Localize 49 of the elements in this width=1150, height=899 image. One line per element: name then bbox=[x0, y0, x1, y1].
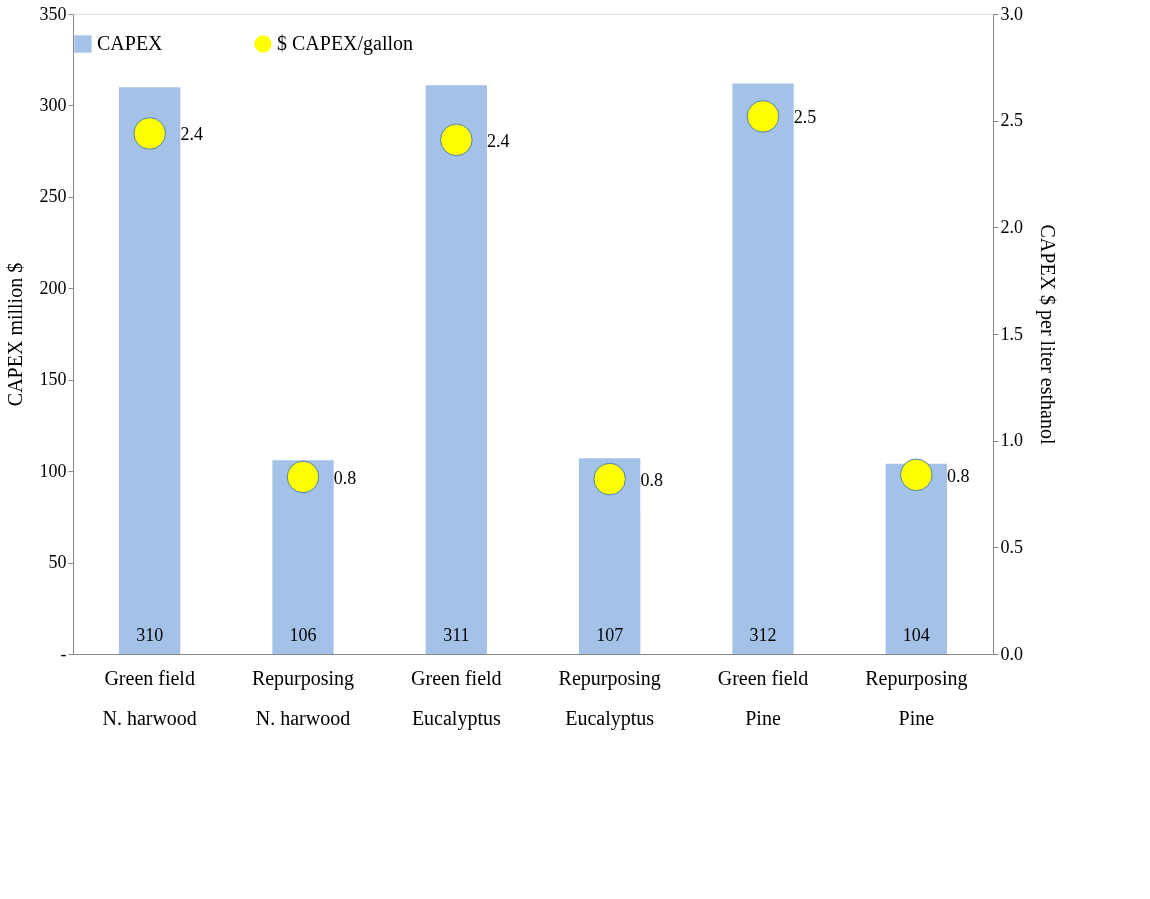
data-label: 2.4 bbox=[180, 124, 203, 145]
data-label: 2.4 bbox=[487, 130, 510, 151]
y2-tick-label: 1.0 bbox=[1000, 430, 1023, 451]
data-label: 0.8 bbox=[640, 470, 663, 491]
data-label: 107 bbox=[596, 625, 624, 645]
x-tick-label: Repurposing Eucalyptus bbox=[558, 666, 661, 730]
legend-label: $ CAPEX/gallon bbox=[277, 32, 414, 55]
bar bbox=[119, 87, 181, 654]
data-label: 2.5 bbox=[793, 107, 817, 128]
y-tick-label: 50 bbox=[48, 552, 67, 573]
y-tick-label: 350 bbox=[39, 3, 67, 24]
point bbox=[133, 117, 166, 150]
point bbox=[440, 123, 473, 157]
data-label: 0.8 bbox=[333, 467, 357, 488]
y2-tick-label: 1.5 bbox=[1000, 323, 1023, 344]
point bbox=[746, 100, 780, 133]
y2-tick-label: 2.0 bbox=[1000, 216, 1023, 237]
bar bbox=[885, 463, 947, 654]
bar bbox=[425, 85, 487, 654]
data-label: 312 bbox=[749, 625, 777, 645]
data-label: 104 bbox=[902, 625, 930, 645]
y-tick-label: 200 bbox=[39, 277, 67, 298]
x-tick-label: Green field N. harwood bbox=[102, 666, 197, 729]
y-tick-label: 100 bbox=[39, 460, 67, 481]
point bbox=[286, 460, 320, 494]
x-tick-label: Repurposing Pine bbox=[865, 666, 968, 729]
y2-tick-label: 0.0 bbox=[1000, 643, 1023, 664]
bar bbox=[579, 458, 641, 654]
y2-tick-label: 0.5 bbox=[1000, 536, 1023, 557]
point bbox=[593, 462, 626, 496]
legend-label: CAPEX bbox=[97, 32, 164, 54]
y-tick-label: 300 bbox=[39, 94, 67, 115]
data-label: 106 bbox=[289, 625, 317, 645]
y-tick-label: - bbox=[60, 643, 67, 664]
y-tick-label: 250 bbox=[39, 186, 67, 207]
x-tick-label: Repurposing N. harwood bbox=[251, 666, 355, 729]
x-tick-label: Green field Pine bbox=[717, 666, 809, 729]
data-label: 0.8 bbox=[947, 465, 970, 486]
data-label: 311 bbox=[443, 625, 470, 645]
bar bbox=[272, 460, 334, 654]
data-label: 310 bbox=[136, 625, 164, 645]
y2-tick-label: 2.5 bbox=[1000, 110, 1023, 131]
x-tick-label: Green field Eucalyptus bbox=[411, 666, 502, 730]
y-tick-label: 150 bbox=[39, 369, 67, 390]
y2-axis-title: CAPEX $ per liter esthanol bbox=[1036, 224, 1059, 445]
y-axis-title: CAPEX million $ bbox=[3, 262, 26, 407]
bar bbox=[732, 83, 794, 654]
point bbox=[900, 458, 933, 492]
y2-tick-label: 3.0 bbox=[1000, 3, 1023, 24]
